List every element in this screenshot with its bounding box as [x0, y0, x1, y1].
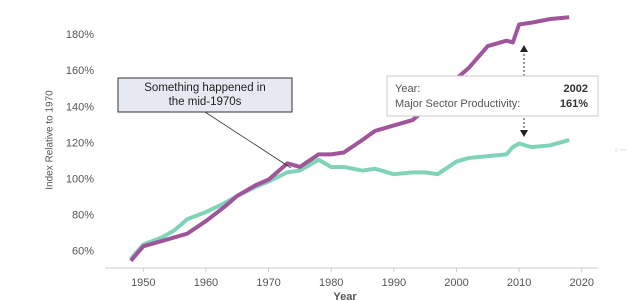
y-tick-label: 60% — [72, 246, 94, 258]
x-tick-label: 2020 — [569, 277, 593, 289]
plot: 60% 80% 100% 120% 140% 160% 180% 1950 1960 1970 19… — [66, 15, 598, 289]
series-line — [129, 15, 570, 263]
tooltip-value: 161% — [560, 98, 588, 110]
annotation-pointer — [204, 111, 292, 169]
series-line — [129, 137, 570, 261]
tooltip-label: Year: — [395, 83, 420, 95]
y-tick-label: 100% — [66, 174, 94, 186]
x-tick-label: 1990 — [382, 277, 406, 289]
annotation-text: the mid-1970s — [169, 96, 242, 108]
y-tick-label: 120% — [66, 137, 94, 149]
x-tick-label: 1950 — [131, 277, 155, 289]
x-tick-label: 1980 — [319, 277, 343, 289]
x-tick-label: 2000 — [444, 277, 468, 289]
tooltip-label: Major Sector Productivity: — [395, 98, 520, 110]
x-tick-label: 1970 — [256, 277, 280, 289]
arrow-head — [520, 130, 528, 137]
x-axis-label: Year — [333, 291, 357, 300]
y-tick-label: 140% — [66, 101, 94, 113]
tooltip-value: 2002 — [564, 83, 588, 95]
tooltip — [386, 75, 599, 117]
annotation-box — [117, 77, 293, 113]
y-axis-label: Index Relative to 1970 — [45, 90, 56, 190]
arrow-head — [520, 45, 528, 52]
y-tick-label: 180% — [66, 29, 94, 41]
y-tick-label: 160% — [66, 65, 94, 77]
y-tick-label: 80% — [72, 210, 94, 222]
annotation-text: Something happened in — [144, 82, 266, 94]
x-tick-label: 2010 — [507, 277, 531, 289]
x-tick-label: 1960 — [194, 277, 218, 289]
